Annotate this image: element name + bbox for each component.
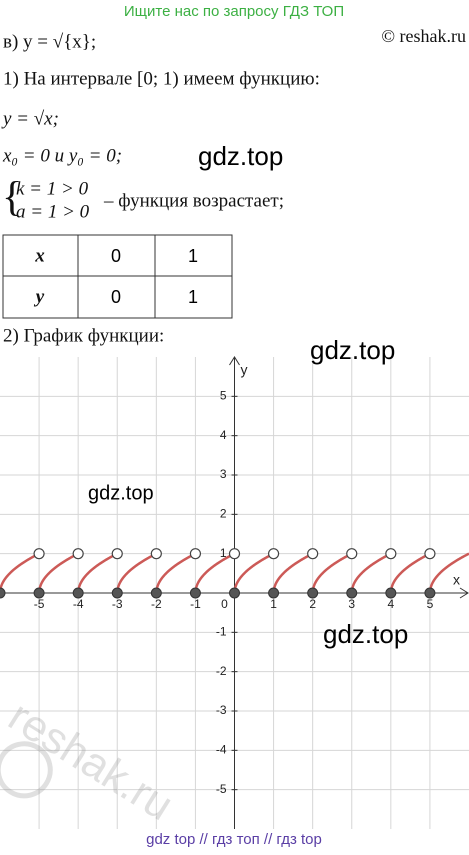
x-tick-label: -1 [190, 597, 201, 611]
open-point [189, 548, 202, 560]
function-curve [155, 552, 196, 594]
open-point [307, 548, 319, 560]
y-tick-label: -1 [216, 625, 227, 639]
y-tick-label: -4 [216, 743, 227, 757]
filled-point [72, 587, 84, 599]
x-axis-label: x [453, 572, 460, 588]
x-axis-arrow [459, 587, 469, 599]
x-tick-label: -3 [112, 597, 123, 611]
y-axis-label: y [241, 362, 248, 378]
filled-point [189, 587, 201, 599]
function-curve [0, 552, 40, 594]
math-line: a = 1 > 0 [16, 201, 90, 222]
filled-point [424, 587, 436, 599]
open-point [385, 548, 397, 560]
function-curve [350, 552, 392, 594]
x-tick-label: 1 [270, 597, 277, 611]
x-tick-label: 4 [387, 597, 394, 611]
x-tick-label: -2 [151, 597, 162, 611]
y-tick-label: -3 [216, 703, 227, 717]
function-curve [116, 552, 157, 594]
function-curve [37, 552, 79, 594]
footer: gdz top // гдз топ // гдз top [146, 831, 322, 848]
math-line: y = √x; [1, 108, 59, 129]
graph: x y 0 -5 -4 -3 -2 -1 1 2 3 4 5 -5 -4 -3 -2 -1 1 2 3 4 5 [0, 356, 469, 829]
function-curve [389, 552, 431, 594]
table-cell: 1 [188, 287, 198, 307]
text-line: – функция возрастает; [103, 190, 284, 211]
filled-point [33, 587, 45, 599]
open-point [267, 548, 280, 560]
filled-point [229, 587, 240, 599]
open-point [111, 548, 123, 560]
y-tick-label: -5 [216, 782, 227, 796]
table-cell: 0 [111, 246, 121, 266]
y-tick-label: 4 [220, 428, 227, 442]
watermark: gdz.top [310, 335, 395, 365]
filled-point [111, 587, 123, 599]
function-curve [311, 552, 353, 594]
filled-point [385, 587, 397, 599]
watermark: gdz.top [88, 482, 154, 504]
function-curve [76, 552, 118, 594]
y-tick-label: 3 [220, 467, 227, 481]
open-point [346, 548, 358, 560]
x-tick-label: 2 [309, 597, 316, 611]
watermark: gdz.top [198, 141, 283, 171]
table-cell: 1 [188, 246, 198, 266]
filled-point [268, 587, 280, 599]
brace: { [2, 175, 22, 221]
function-curve [272, 552, 314, 594]
y-tick-label: 5 [220, 389, 227, 403]
banner: Ищите нас по запросу ГДЗ ТОП [124, 3, 344, 20]
x-tick-label: -4 [73, 597, 84, 611]
table-cell: 0 [111, 287, 121, 307]
function-curve [233, 552, 275, 594]
open-point [72, 548, 84, 560]
y-tick-label: 2 [220, 507, 227, 521]
filled-point [346, 587, 358, 599]
x-tick-label: -5 [34, 597, 45, 611]
y-axis-arrow [229, 356, 240, 366]
math-line: x₀ = 0 и y₀ = 0; [2, 145, 122, 166]
filled-point [150, 587, 162, 599]
open-point [150, 548, 162, 560]
math-line: k = 1 > 0 [16, 178, 89, 199]
function-curve [428, 552, 469, 594]
table-cell: y [34, 286, 45, 307]
math-line: в) y = √{x}; [3, 31, 96, 52]
watermark: gdz.top [323, 619, 408, 649]
site: © reshak.ru [381, 26, 466, 46]
open-point [228, 548, 241, 560]
open-point [33, 548, 45, 560]
open-point [424, 548, 436, 560]
filled-point [0, 587, 6, 599]
function-curve [194, 552, 236, 594]
table-cell: x [34, 245, 45, 266]
origin-label: 0 [221, 597, 228, 611]
x-tick-label: 5 [427, 597, 434, 611]
filled-point [307, 587, 319, 599]
table [2, 234, 233, 319]
text-line: 2) График функции: [3, 325, 164, 346]
text-line: 1) На интервале [0; 1) имеем функцию: [3, 68, 320, 89]
watermark: reshak.ru [0, 691, 182, 830]
y-tick-label: -2 [216, 664, 227, 678]
x-tick-label: 3 [348, 597, 355, 611]
copyright-circle [0, 741, 53, 799]
y-tick-label: 1 [220, 546, 227, 560]
